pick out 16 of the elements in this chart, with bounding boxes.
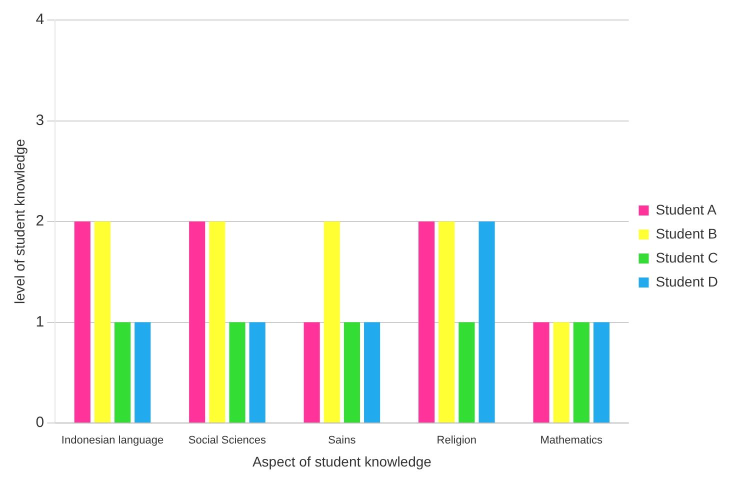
legend-label: Student C bbox=[656, 249, 718, 266]
x-tick-label: Mathematics bbox=[540, 434, 604, 447]
x-tick-label: Social Sciences bbox=[188, 434, 267, 447]
legend-label: Student A bbox=[656, 201, 718, 218]
x-tick-label: Religion bbox=[436, 434, 477, 447]
legend-label: Student D bbox=[656, 273, 718, 290]
y-tick-label: 3 bbox=[36, 112, 44, 129]
x-tick-label: Indonesian language bbox=[61, 434, 164, 447]
legend-label: Student B bbox=[656, 225, 718, 242]
y-tick-label: 4 bbox=[36, 11, 44, 28]
y-tick-label: 0 bbox=[36, 414, 44, 432]
x-axis-title: Aspect of student knowledge bbox=[252, 453, 432, 470]
y-tick-label: 2 bbox=[36, 212, 44, 230]
y-tick-label: 1 bbox=[36, 313, 44, 330]
x-tick-label: Sains bbox=[328, 434, 356, 447]
y-axis-title: level of student knowledge bbox=[11, 138, 28, 304]
